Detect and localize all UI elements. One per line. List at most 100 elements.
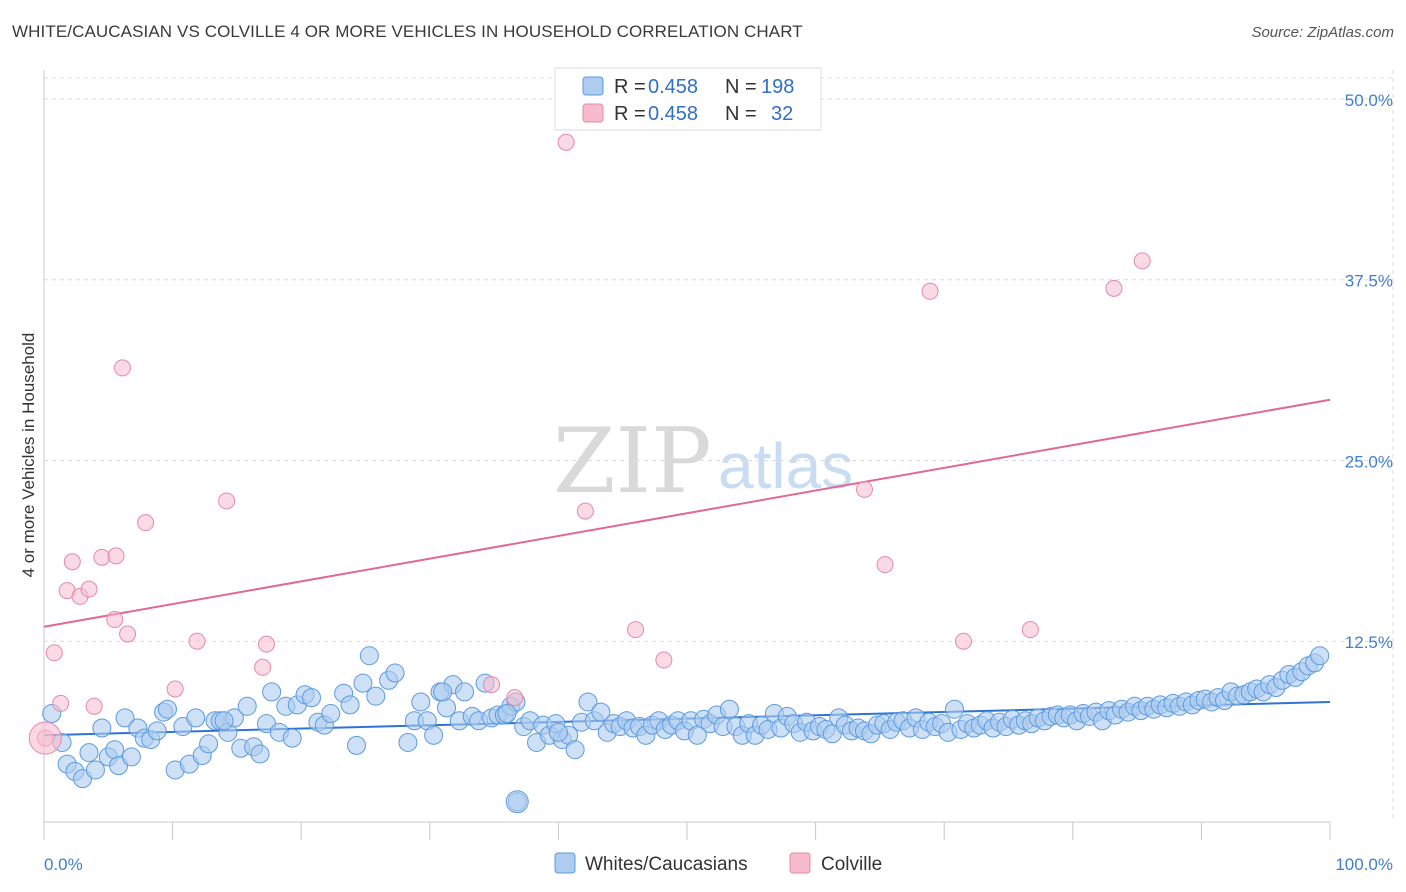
legend-r-label-1: R = <box>614 76 646 98</box>
whites-point <box>115 708 135 728</box>
y-tick-label: 50.0% <box>1345 91 1393 110</box>
data-points <box>28 133 1330 814</box>
bottom-legend-label-colville: Colville <box>821 854 882 875</box>
colville-point <box>107 547 125 565</box>
legend-r-value-2: 0.458 <box>648 103 698 125</box>
colville-point <box>921 282 939 300</box>
legend-r-value-1: 0.458 <box>648 76 698 98</box>
whites-point <box>340 695 360 715</box>
whites-point <box>353 673 373 693</box>
whites-point <box>578 692 598 712</box>
y-axis-label: 4 or more Vehicles in Household <box>19 333 38 578</box>
bottom-legend-label-whites: Whites/Caucasians <box>585 854 748 875</box>
whites-point <box>548 722 568 742</box>
legend-n-label-2: N = <box>725 103 757 125</box>
colville-point <box>63 553 81 571</box>
bottom-legend-swatch-whites <box>554 852 576 874</box>
colville-point <box>1133 252 1151 270</box>
legend-n-label-1: N = <box>725 76 757 98</box>
colville-point <box>254 658 272 676</box>
whites-point <box>92 718 112 738</box>
whites-point <box>455 682 475 702</box>
colville-point <box>655 651 673 669</box>
chart-title: WHITE/CAUCASIAN VS COLVILLE 4 OR MORE VE… <box>12 22 803 41</box>
whites-point <box>321 704 341 724</box>
colville-point <box>93 548 111 566</box>
colville-point <box>557 133 575 151</box>
y-tick-label: 37.5% <box>1345 272 1393 291</box>
colville-point <box>1105 279 1123 297</box>
whites-point <box>346 735 366 755</box>
whites-point <box>385 663 405 683</box>
whites-point <box>237 696 257 716</box>
colville-point <box>52 694 70 712</box>
whites-point <box>433 682 453 702</box>
whites-point <box>186 708 206 728</box>
legend-n-value-1: 198 <box>761 76 794 98</box>
y-tick-labels: 12.5% 25.0% 37.5% 50.0% <box>1345 91 1393 652</box>
whites-point <box>301 688 321 708</box>
whites-point <box>262 682 282 702</box>
whites-point <box>366 686 386 706</box>
colville-point <box>506 689 524 707</box>
colville-point <box>45 644 63 662</box>
series-colville-points <box>36 133 1151 747</box>
legend-swatch-colville <box>582 103 604 123</box>
whites-point <box>214 711 234 731</box>
whites-point <box>199 734 219 754</box>
whites-point <box>411 692 431 712</box>
source-label: Source: ZipAtlas.com <box>1251 24 1394 41</box>
whites-point <box>250 744 270 764</box>
colville-point <box>85 697 103 715</box>
colville-point <box>106 611 124 629</box>
colville-point-large <box>28 721 62 755</box>
whites-point <box>424 725 444 745</box>
y-tick-label: 12.5% <box>1345 633 1393 652</box>
whites-point <box>1310 646 1330 666</box>
colville-point <box>855 480 873 498</box>
whites-point <box>565 740 585 760</box>
series-whites-points <box>42 646 1330 812</box>
colville-point <box>576 502 594 520</box>
whites-point <box>157 699 177 719</box>
colville-point <box>166 680 184 698</box>
whites-point <box>591 702 611 722</box>
colville-point <box>137 514 155 532</box>
colville-point <box>627 621 645 639</box>
whites-point <box>944 699 964 719</box>
y-tick-label: 25.0% <box>1345 452 1393 471</box>
whites-point <box>282 728 302 748</box>
colville-point <box>1021 621 1039 639</box>
whites-point <box>398 732 418 752</box>
colville-point <box>113 359 131 377</box>
colville-point <box>876 556 894 574</box>
watermark-zip: ZIP <box>553 409 712 514</box>
colville-point <box>954 632 972 650</box>
legend-swatch-whites <box>582 76 604 96</box>
whites-point-large <box>505 790 529 814</box>
whites-point <box>85 760 105 780</box>
whites-point <box>497 704 517 724</box>
colville-point <box>188 632 206 650</box>
whites-point <box>719 699 739 719</box>
colville-point <box>483 676 501 694</box>
stats-legend: R = 0.458 N = 198 R = 0.458 N = 32 <box>554 67 822 131</box>
axes <box>43 70 1331 840</box>
bottom-legend-swatch-colville <box>789 852 811 874</box>
whites-point <box>105 740 125 760</box>
series-legend: Whites/Caucasians Colville <box>554 852 882 875</box>
colville-point <box>80 580 98 598</box>
colville-point <box>257 635 275 653</box>
colville-point <box>119 625 137 643</box>
whites-point <box>359 646 379 666</box>
x-tick-label-min: 0.0% <box>44 855 83 874</box>
whites-point <box>121 747 141 767</box>
legend-n-value-2: 32 <box>771 103 793 125</box>
colville-point <box>218 492 236 510</box>
legend-r-label-2: R = <box>614 103 646 125</box>
trend-line-colville <box>43 398 1331 628</box>
whites-point <box>79 743 99 763</box>
x-tick-labels: 0.0% 100.0% <box>44 855 1393 874</box>
watermark-atlas: atlas <box>718 430 853 502</box>
